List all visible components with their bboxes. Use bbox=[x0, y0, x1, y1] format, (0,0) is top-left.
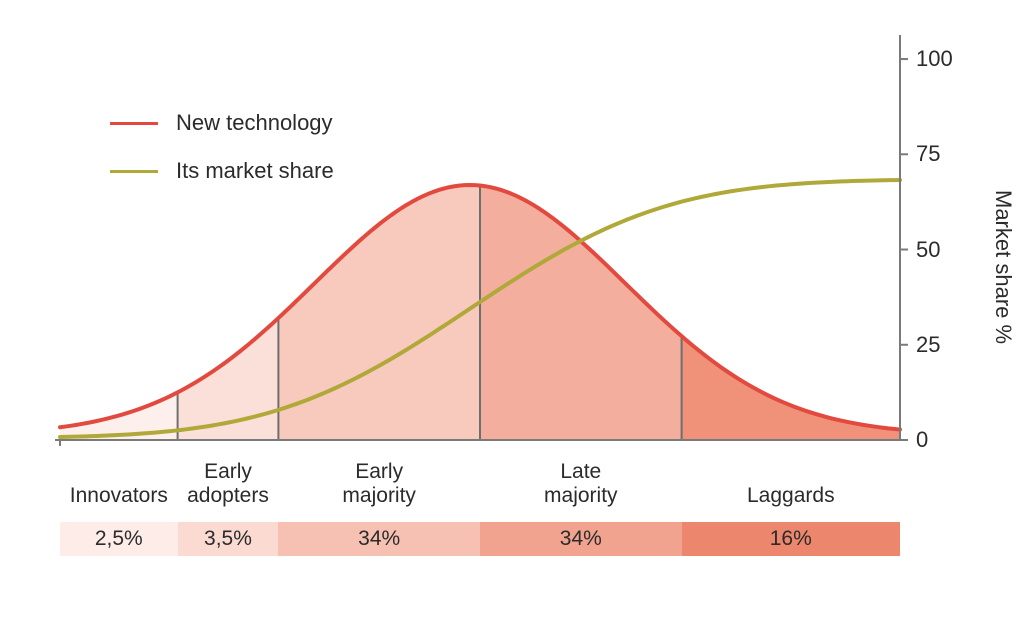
segment-label-late_majority: Late majority bbox=[480, 460, 682, 508]
legend-item-1: Its market share bbox=[110, 158, 334, 184]
segment-pct-innovators: 2,5% bbox=[60, 522, 178, 556]
segment-label-laggards: Laggards bbox=[682, 484, 900, 508]
ytick-100: 100 bbox=[916, 46, 953, 72]
ytick-25: 25 bbox=[916, 332, 940, 358]
legend: New technology Its market share bbox=[110, 110, 334, 206]
bell-fill-late_majority bbox=[480, 186, 682, 440]
ytick-50: 50 bbox=[916, 237, 940, 263]
segment-pct-laggards: 16% bbox=[682, 522, 900, 556]
legend-label-0: New technology bbox=[176, 110, 333, 136]
diffusion-chart-stage: New technology Its market share Market sh… bbox=[0, 0, 1024, 623]
y-axis-right-title: Market share % bbox=[990, 190, 1016, 344]
legend-swatch-0 bbox=[110, 122, 158, 125]
segment-label-early_adopters: Early adopters bbox=[178, 460, 279, 508]
legend-item-0: New technology bbox=[110, 110, 334, 136]
ytick-0: 0 bbox=[916, 427, 928, 453]
segment-label-early_majority: Early majority bbox=[278, 460, 480, 508]
segment-label-innovators: Innovators bbox=[60, 484, 178, 508]
ytick-75: 75 bbox=[916, 141, 940, 167]
segment-pct-late_majority: 34% bbox=[480, 522, 682, 556]
segment-pct-early_majority: 34% bbox=[278, 522, 480, 556]
legend-swatch-1 bbox=[110, 170, 158, 173]
segment-labels: InnovatorsEarly adoptersEarly majorityLa… bbox=[60, 460, 900, 520]
segment-pct-early_adopters: 3,5% bbox=[178, 522, 279, 556]
legend-label-1: Its market share bbox=[176, 158, 334, 184]
segment-percent-boxes: 2,5%3,5%34%34%16% bbox=[60, 522, 900, 556]
